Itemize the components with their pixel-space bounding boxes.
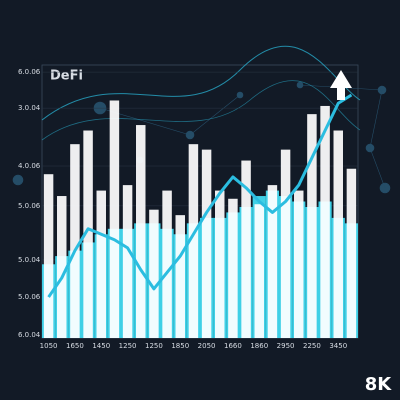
bar [294,190,304,338]
decor-curve [41,80,361,141]
chart-title: DeFi [50,69,83,84]
y-tick-label: 5.0.06 [18,202,41,210]
bar [254,204,264,338]
x-tick-label: 1250 [119,342,137,350]
bar [241,160,251,338]
bar [162,190,172,338]
bar [57,196,67,338]
badge: 8K [365,374,393,395]
bar [70,144,80,338]
bar [149,209,159,338]
y-tick-label: 5.0.04 [18,256,41,264]
x-tick-label: 1850 [171,342,189,350]
bar [307,114,317,338]
bar [122,185,133,338]
bar [228,198,238,338]
arrow-icon [330,70,352,100]
plot: 6.0.06 3.0.04 4.0.06 5.0.06 5.0.04 5.0.06 6.0.… [18,68,358,350]
bar [188,144,199,338]
bar [201,149,212,338]
bar [83,130,93,338]
x-tick-label: 1450 [92,342,110,350]
bar [96,190,106,338]
x-tick-label: 1660 [224,342,242,350]
bar [215,190,225,338]
y-tick-label: 4.0.06 [18,162,41,170]
y-tick-label: 6.0.04 [18,331,41,339]
bar [333,130,343,338]
bar [346,168,357,338]
bar [280,149,291,338]
x-tick-label: 1650 [66,342,84,350]
bar [43,174,54,338]
x-tick-label: 2050 [198,342,216,350]
y-tick-label: 5.0.06 [18,293,41,301]
x-tick-label: 1860 [250,342,268,350]
line [47,93,353,298]
bar [136,125,146,338]
bar [175,215,185,338]
bar [109,100,120,339]
y-tick-label: 6.0.06 [18,68,41,76]
y-tick-label: 3.0.04 [18,104,41,112]
x-tick-label: 1250 [145,342,163,350]
bar [267,185,278,338]
x-tick-label: 3450 [329,342,347,350]
bar [320,105,330,338]
x-tick-label: 2950 [277,342,295,350]
x-tick-label: 2250 [303,342,321,350]
decor-curve [41,45,361,121]
x-tick-label: 1050 [40,342,58,350]
